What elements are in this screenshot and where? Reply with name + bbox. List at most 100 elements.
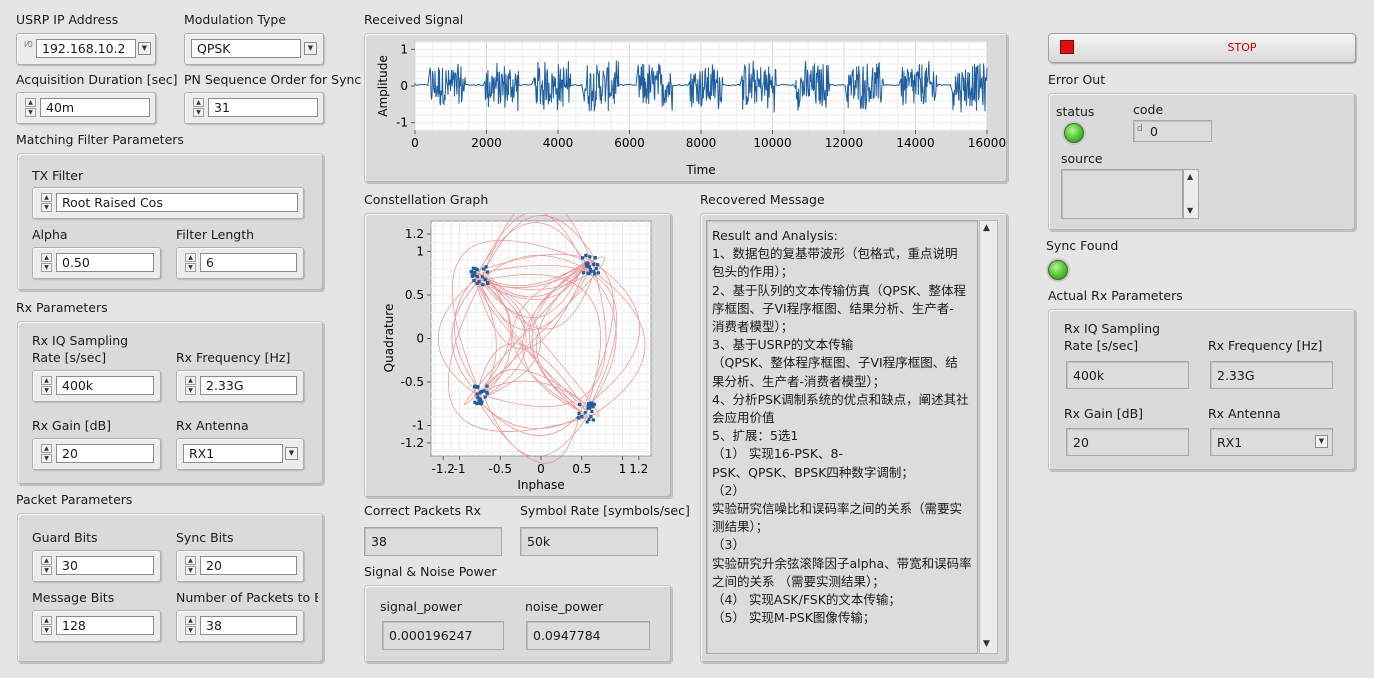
rx-iq-input[interactable]: 400k [56, 376, 154, 395]
rx-freq-stepper[interactable]: ▲ ▼ [185, 376, 196, 396]
sync-bits-stepper[interactable]: ▲ ▼ [185, 556, 196, 576]
recovered-message-line: 5、扩展：5选1 [712, 428, 799, 444]
constellation-point [590, 401, 594, 405]
constellation-point [587, 417, 591, 421]
recovered-message-line: 之间的关系 （需要实测结果）； [712, 573, 885, 589]
constellation-point [475, 392, 479, 396]
acq-duration-stepper[interactable]: ▲ ▼ [25, 98, 36, 118]
constellation-point [484, 265, 488, 269]
constellation-point [596, 271, 600, 275]
scroll-up-icon[interactable]: ▲ [983, 223, 990, 233]
alpha-stepper[interactable]: ▲ ▼ [41, 253, 52, 273]
num-packets-label: Number of Packets to E [176, 590, 318, 605]
constellation-ytick-label: 1.2 [405, 227, 424, 241]
signal-xtick-label: 16000 [968, 136, 1006, 150]
usrp-ip-input[interactable]: 192.168.10.2 [36, 39, 136, 58]
constellation-title: Constellation Graph [364, 192, 489, 207]
constellation-graph[interactable]: -1.2-1 -0.5 0 0.5 1 1.21.210.50-0.5-1-1.2 Qua… [365, 214, 671, 497]
recovered-message-scrollbar[interactable]: ▲ ▼ [979, 220, 998, 654]
symbol-rate-indicator: 50k [520, 527, 658, 556]
constellation-point [576, 416, 580, 420]
constellation-point [485, 384, 489, 388]
received-signal-graph[interactable]: 0 2000 4000 6000 8000 10000 12000 14000 1600010-… [365, 34, 1007, 182]
signal-xtick-label: 14000 [896, 136, 934, 150]
constellation-point [580, 256, 585, 260]
rx-freq-label: Rx Frequency [Hz] [176, 350, 291, 365]
constellation-point [586, 263, 590, 267]
rx-antenna-dropdown-icon[interactable]: ▼ [285, 447, 298, 460]
source-scrollbar[interactable]: ▲ ▼ [1183, 169, 1199, 219]
constellation-point [475, 268, 479, 272]
constellation-ytick-label: 0.5 [405, 288, 424, 302]
filter-length-input[interactable]: 6 [200, 253, 297, 272]
actual-rx-antenna-indicator: RX1 [1210, 428, 1333, 456]
message-bits-input[interactable]: 128 [56, 616, 154, 635]
constellation-point [478, 397, 482, 401]
message-bits-stepper[interactable]: ▲ ▼ [41, 616, 52, 636]
constellation-xtick-label: -1 [454, 462, 466, 476]
constellation-point [596, 263, 600, 267]
alpha-label: Alpha [32, 227, 68, 242]
constellation-ytick-label: -0.5 [401, 375, 424, 389]
constellation-point [584, 262, 588, 266]
pn-order-stepper[interactable]: ▲ ▼ [193, 98, 204, 118]
code-label: code [1133, 102, 1164, 117]
constellation-point [587, 401, 591, 406]
tx-filter-select[interactable]: Root Raised Cos [56, 193, 298, 212]
correct-packets-label: Correct Packets Rx [364, 503, 482, 518]
constellation-xtick-label: 0 [537, 462, 545, 476]
sync-bits-input[interactable]: 20 [200, 556, 297, 575]
error-out-title: Error Out [1048, 72, 1106, 87]
constellation-point [589, 414, 593, 418]
rx-gain-input[interactable]: 20 [56, 444, 154, 463]
packet-params-title: Packet Parameters [16, 492, 133, 507]
stop-button[interactable]: STOP [1048, 33, 1356, 63]
constellation-xtick-label: -1.2 [432, 462, 455, 476]
recovered-message-textbox[interactable]: Result and Analysis: 1、数据包的复基带波形（包格式，重点说明… [706, 220, 978, 654]
actual-rx-iq-label-2: Rate [s/sec] [1064, 338, 1139, 353]
num-packets-stepper[interactable]: ▲ ▼ [185, 616, 196, 636]
status-label: status [1056, 104, 1095, 119]
guard-bits-input[interactable]: 30 [56, 556, 154, 575]
constellation-point [476, 395, 480, 400]
constellation-point [588, 270, 593, 274]
pn-order-input[interactable]: 31 [208, 98, 318, 117]
modulation-dropdown-icon[interactable]: ▼ [304, 42, 317, 55]
acq-duration-input[interactable]: 40m [40, 98, 150, 117]
modulation-select[interactable]: QPSK [191, 39, 301, 58]
source-scroll-up-icon[interactable]: ▲ [1187, 172, 1194, 181]
packet-params-panel: Guard Bits ▲ ▼ 30 Sync Bits ▲ ▼ 20 Message… [17, 513, 324, 663]
constellation-point [473, 270, 477, 274]
constellation-point [482, 267, 486, 271]
recovered-message-line: 包头的作用）； [712, 264, 794, 280]
rx-iq-stepper[interactable]: ▲ ▼ [41, 376, 52, 396]
constellation-point [592, 269, 596, 273]
filter-length-stepper[interactable]: ▲ ▼ [185, 253, 196, 273]
recovered-message-line: （5） 实现M-PSK图像传输； [712, 610, 876, 626]
guard-bits-control: ▲ ▼ 30 [32, 550, 161, 582]
signal-xtick-label: 6000 [614, 136, 645, 150]
alpha-control: ▲ ▼ 0.50 [32, 247, 161, 279]
constellation-point [479, 402, 483, 406]
rx-freq-input[interactable]: 2.33G [200, 376, 297, 395]
constellation-point [594, 266, 598, 270]
modulation-control: QPSK ▼ [184, 33, 324, 65]
constellation-point [473, 400, 477, 404]
constellation-point [590, 409, 594, 414]
num-packets-input[interactable]: 38 [200, 616, 297, 635]
constellation-point [588, 265, 592, 269]
tx-filter-label: TX Filter [32, 168, 84, 183]
source-scroll-down-icon[interactable]: ▼ [1187, 206, 1194, 215]
constellation-point [485, 270, 490, 274]
stop-icon [1060, 40, 1074, 54]
actual-rx-freq-label: Rx Frequency [Hz] [1208, 338, 1323, 353]
guard-bits-stepper[interactable]: ▲ ▼ [41, 556, 52, 576]
rx-antenna-select[interactable]: RX1 [183, 444, 283, 463]
tx-filter-stepper[interactable]: ▲ ▼ [41, 193, 52, 213]
recovered-message-line: （4） 实现ASK/FSK的文本传输； [712, 592, 901, 608]
alpha-input[interactable]: 0.50 [56, 253, 154, 272]
usrp-ip-dropdown-icon[interactable]: ▼ [138, 42, 151, 55]
rx-gain-stepper[interactable]: ▲ ▼ [41, 444, 52, 464]
scroll-down-icon[interactable]: ▼ [983, 639, 990, 649]
recovered-message-line: （2） [712, 482, 745, 498]
